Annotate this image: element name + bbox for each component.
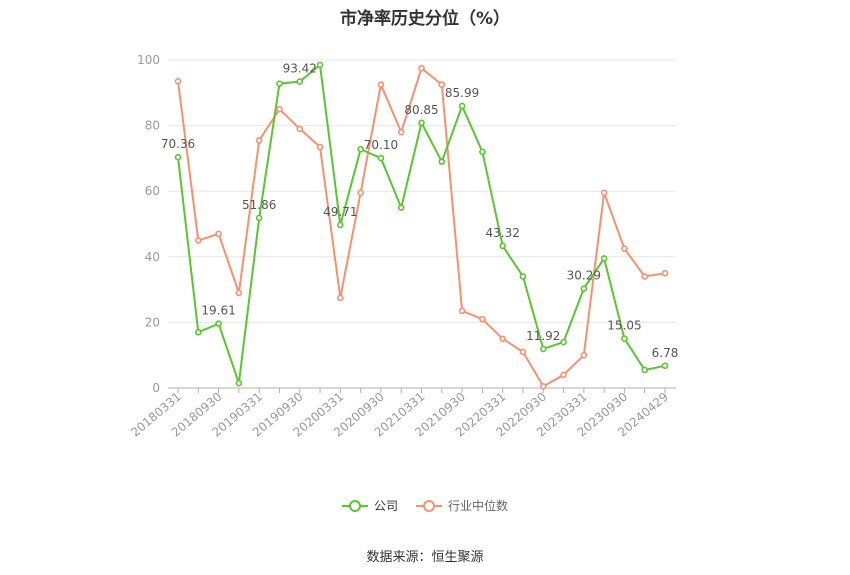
data-point-company	[296, 78, 304, 85]
data-point-company	[255, 214, 263, 222]
data-point-company	[357, 145, 364, 153]
data-point-industry	[560, 371, 567, 379]
data-label: 15.05	[607, 319, 641, 333]
data-point-industry	[255, 137, 263, 144]
data-point-company	[194, 328, 202, 336]
data-point-industry	[276, 105, 283, 113]
data-point-industry	[499, 335, 506, 343]
data-point-industry	[479, 315, 486, 323]
legend-industry-icon	[416, 499, 442, 512]
legend-industry-label: 行业中位数	[448, 499, 509, 513]
data-point-industry	[580, 351, 588, 359]
data-point-industry	[519, 348, 527, 356]
data-point-company	[235, 379, 243, 387]
data-point-industry	[174, 78, 182, 85]
data-point-industry	[316, 143, 324, 151]
line-chart: 0 20 40 60 80 100 201803312018093020190331201…	[128, 53, 679, 440]
data-point-company	[621, 335, 628, 342]
data-point-company	[539, 345, 547, 353]
data-point-company	[397, 204, 405, 211]
data-label: 30.29	[567, 269, 601, 283]
y-tick-label: 20	[145, 315, 160, 329]
data-point-company	[174, 153, 182, 161]
data-label: 80.85	[404, 103, 438, 117]
data-point-industry	[539, 383, 547, 390]
data-point-company	[276, 80, 283, 87]
data-label: 93.42	[283, 62, 317, 76]
y-tick-label: 60	[145, 184, 160, 198]
data-point-company	[580, 285, 588, 292]
data-point-company	[377, 154, 385, 162]
data-point-company	[641, 366, 649, 374]
grid-lines	[168, 59, 676, 323]
legend-item-company[interactable]: 公司	[341, 497, 398, 514]
legend-item-industry[interactable]: 行业中位数	[416, 497, 508, 514]
data-point-industry	[621, 245, 628, 252]
data-label: 43.32	[485, 226, 519, 240]
data-point-company	[519, 273, 527, 280]
data-source: 数据来源：恒生聚源	[366, 550, 484, 565]
legend-company-label: 公司	[373, 499, 398, 513]
data-point-company	[215, 320, 222, 327]
data-point-company	[600, 255, 608, 262]
data-point-industry	[397, 128, 405, 136]
data-point-company	[438, 158, 446, 165]
data-label: 70.36	[161, 137, 195, 151]
data-point-industry	[600, 189, 608, 197]
data-point-company	[458, 102, 466, 110]
data-point-industry	[438, 81, 446, 88]
y-axis: 0 20 40 60 80 100	[137, 53, 160, 395]
data-point-company	[661, 362, 669, 370]
data-point-company	[418, 119, 425, 127]
y-tick-label: 80	[145, 119, 160, 133]
series-points	[174, 61, 669, 390]
y-tick-label: 0	[152, 381, 160, 395]
y-tick-label: 40	[145, 250, 160, 264]
data-label: 11.92	[526, 329, 560, 343]
data-point-company	[479, 148, 486, 156]
data-point-industry	[215, 230, 222, 238]
y-tick-label: 100	[137, 53, 160, 67]
data-point-company	[316, 61, 324, 69]
data-label: 6.78	[652, 346, 679, 360]
data-point-industry	[661, 269, 669, 277]
data-point-company	[560, 338, 567, 346]
data-point-industry	[458, 307, 466, 315]
data-point-industry	[357, 189, 364, 197]
data-point-company	[337, 221, 344, 229]
legend-company-icon	[341, 499, 368, 512]
data-point-industry	[418, 64, 425, 72]
data-point-company	[499, 242, 506, 250]
data-point-industry	[235, 289, 243, 297]
chart-title: 市净率历史分位（%）	[339, 9, 511, 29]
data-point-industry	[337, 294, 344, 302]
data-label: 19.61	[201, 304, 235, 318]
data-label: 70.10	[364, 138, 398, 152]
legend: 公司 行业中位数	[0, 497, 850, 514]
data-point-industry	[641, 273, 649, 280]
data-point-industry	[296, 125, 304, 133]
data-label: 49.71	[323, 205, 357, 219]
x-axis: 2018033120180930201903312019093020200331…	[128, 387, 676, 440]
data-labels: 70.36 19.61 51.86 93.42 49.71 70.10 80.85 85.99…	[161, 62, 679, 360]
data-point-industry	[377, 81, 385, 88]
data-label: 85.99	[445, 86, 479, 100]
data-point-industry	[194, 237, 202, 244]
data-label: 51.86	[242, 198, 276, 212]
